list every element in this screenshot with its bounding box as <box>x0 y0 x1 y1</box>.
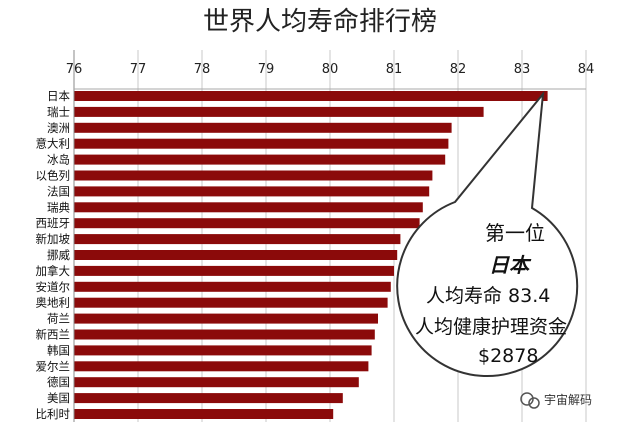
bar <box>74 202 423 213</box>
bar <box>74 393 343 404</box>
x-tick-label: 82 <box>450 62 467 77</box>
bar <box>74 361 369 372</box>
x-tick-label: 79 <box>258 62 275 77</box>
callout-rank: 第一位 <box>485 221 545 245</box>
category-label: 新西兰 <box>36 328 71 342</box>
category-label: 荷兰 <box>47 312 70 326</box>
callout-health-spending-value: $2878 <box>478 345 538 367</box>
bar <box>74 218 420 229</box>
x-tick-label: 77 <box>130 62 147 77</box>
bar <box>74 91 548 101</box>
callout-bubble: 第一位 日本 人均寿命 83.4 人均健康护理资金 $2878 <box>396 90 579 378</box>
bar <box>74 281 391 292</box>
bar <box>74 122 452 133</box>
bar <box>74 170 433 181</box>
x-tick-label: 84 <box>578 62 595 77</box>
watermark: 宇宙解码 <box>520 392 592 409</box>
bar <box>74 409 334 419</box>
bar <box>74 297 388 308</box>
x-tick-label: 83 <box>514 62 531 77</box>
bars <box>74 91 548 419</box>
bar <box>74 313 378 324</box>
bar <box>74 234 401 245</box>
bar <box>74 250 398 260</box>
callout-shape <box>396 90 579 378</box>
category-label: 瑞士 <box>47 105 70 119</box>
category-label: 挪威 <box>47 248 70 262</box>
chart-title: 世界人均寿命排行榜 <box>203 7 437 37</box>
category-label: 安道尔 <box>36 280 71 294</box>
bar <box>74 106 484 117</box>
bar <box>74 154 446 165</box>
bar <box>74 377 359 388</box>
category-label: 奥地利 <box>36 296 71 310</box>
watermark-text: 宇宙解码 <box>544 392 592 407</box>
bar <box>74 345 372 356</box>
x-tick-label: 81 <box>386 62 403 77</box>
category-label: 新加坡 <box>36 232 71 246</box>
callout-health-spending-label: 人均健康护理资金 <box>415 316 567 338</box>
category-label: 韩国 <box>47 343 70 357</box>
category-label: 冰岛 <box>47 153 70 167</box>
category-label: 以色列 <box>36 169 71 183</box>
category-label: 比利时 <box>36 407 71 421</box>
bar <box>74 329 375 340</box>
bar <box>74 265 394 276</box>
wechat-icon <box>520 392 540 409</box>
category-label: 日本 <box>47 89 70 103</box>
category-label: 爱尔兰 <box>36 359 71 373</box>
callout-country: 日本 <box>489 253 532 277</box>
category-label: 瑞典 <box>47 200 70 214</box>
category-label: 西班牙 <box>36 216 71 230</box>
category-label: 意大利 <box>36 137 71 151</box>
category-label: 美国 <box>47 391 70 405</box>
category-label: 法国 <box>47 184 70 198</box>
category-label: 澳洲 <box>47 121 70 135</box>
x-axis-tick-labels: 76 77 78 79 80 81 82 83 84 <box>66 62 595 77</box>
bar <box>74 186 430 197</box>
category-label: 加拿大 <box>36 264 71 278</box>
category-label: 德国 <box>47 375 70 389</box>
x-tick-label: 76 <box>66 62 83 77</box>
category-labels: 日本瑞士澳洲意大利冰岛以色列法国瑞典西班牙新加坡挪威加拿大安道尔奥地利荷兰新西兰… <box>36 89 71 421</box>
bar <box>74 138 449 149</box>
x-tick-label: 78 <box>194 62 211 77</box>
callout-life-expectancy: 人均寿命 83.4 <box>426 285 550 307</box>
x-tick-label: 80 <box>322 62 339 77</box>
